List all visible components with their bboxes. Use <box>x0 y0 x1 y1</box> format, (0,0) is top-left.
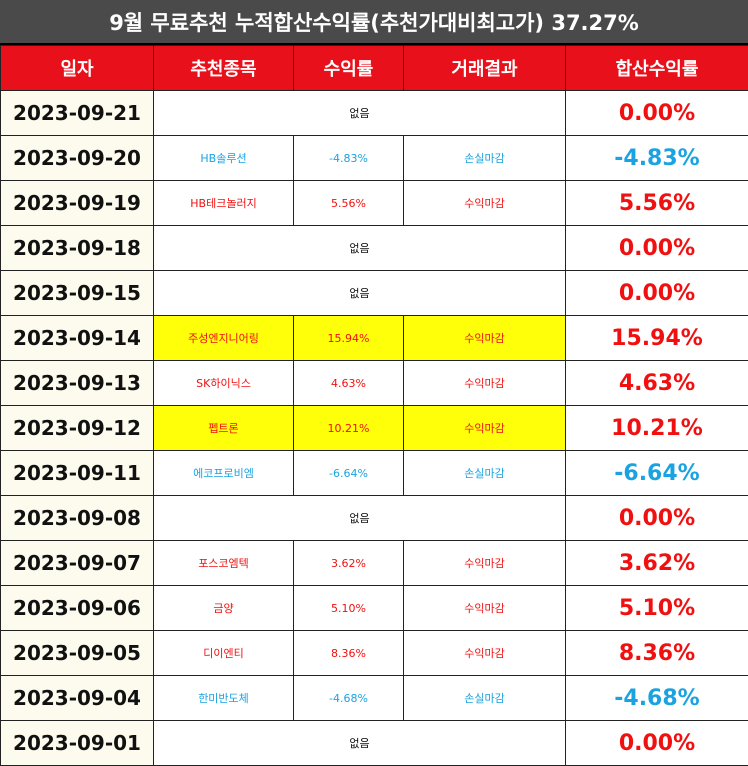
row-date: 2023-09-15 <box>0 270 154 316</box>
results-table: 일자 추천종목 수익률 거래결과 합산수익률 2023-09-21 없음 0.00%… <box>0 45 748 766</box>
row-date: 2023-09-11 <box>0 450 154 496</box>
row-total: 15.94% <box>565 315 748 361</box>
row-total: -4.68% <box>565 675 748 721</box>
row-result: 수익마감 <box>403 585 566 631</box>
table-row: 2023-09-13 SK하이닉스 4.63% 수익마감 4.63% <box>0 360 748 406</box>
header-stock: 추천종목 <box>153 45 294 91</box>
row-total: 3.62% <box>565 540 748 586</box>
row-none: 없음 <box>153 225 566 271</box>
row-result: 손실마감 <box>403 135 566 181</box>
header-date: 일자 <box>0 45 154 91</box>
row-date: 2023-09-20 <box>0 135 154 181</box>
row-total: 4.63% <box>565 360 748 406</box>
row-rate: 4.63% <box>293 360 404 406</box>
row-rate: 8.36% <box>293 630 404 676</box>
header-rate: 수익률 <box>293 45 404 91</box>
row-date: 2023-09-13 <box>0 360 154 406</box>
row-rate: -6.64% <box>293 450 404 496</box>
row-result: 수익마감 <box>403 315 566 361</box>
row-rate: 5.56% <box>293 180 404 226</box>
table-row: 2023-09-06 금양 5.10% 수익마감 5.10% <box>0 585 748 631</box>
row-stock: 펩트론 <box>153 405 294 451</box>
row-result: 수익마감 <box>403 360 566 406</box>
row-none: 없음 <box>153 720 566 766</box>
table-row: 2023-09-18 없음 0.00% <box>0 225 748 271</box>
row-total: -4.83% <box>565 135 748 181</box>
row-date: 2023-09-04 <box>0 675 154 721</box>
row-date: 2023-09-21 <box>0 90 154 136</box>
table-row: 2023-09-12 펩트론 10.21% 수익마감 10.21% <box>0 405 748 451</box>
row-rate: -4.83% <box>293 135 404 181</box>
table-row: 2023-09-21 없음 0.00% <box>0 90 748 136</box>
table-header-row: 일자 추천종목 수익률 거래결과 합산수익률 <box>0 45 748 91</box>
row-result: 수익마감 <box>403 630 566 676</box>
row-stock: HB테크놀러지 <box>153 180 294 226</box>
table-row: 2023-09-04 한미반도체 -4.68% 손실마감 -4.68% <box>0 675 748 721</box>
row-stock: 주성엔지니어링 <box>153 315 294 361</box>
row-total: 0.00% <box>565 495 748 541</box>
row-stock: 디이엔티 <box>153 630 294 676</box>
row-none: 없음 <box>153 90 566 136</box>
table-row: 2023-09-15 없음 0.00% <box>0 270 748 316</box>
row-date: 2023-09-05 <box>0 630 154 676</box>
row-rate: 5.10% <box>293 585 404 631</box>
row-total: 5.10% <box>565 585 748 631</box>
row-total: 10.21% <box>565 405 748 451</box>
row-date: 2023-09-01 <box>0 720 154 766</box>
row-result: 수익마감 <box>403 180 566 226</box>
row-date: 2023-09-14 <box>0 315 154 361</box>
table-row: 2023-09-05 디이엔티 8.36% 수익마감 8.36% <box>0 630 748 676</box>
row-total: -6.64% <box>565 450 748 496</box>
row-stock: HB솔루션 <box>153 135 294 181</box>
row-date: 2023-09-08 <box>0 495 154 541</box>
row-stock: SK하이닉스 <box>153 360 294 406</box>
row-result: 손실마감 <box>403 450 566 496</box>
row-stock: 포스코엠텍 <box>153 540 294 586</box>
row-stock: 금양 <box>153 585 294 631</box>
row-date: 2023-09-19 <box>0 180 154 226</box>
header-result: 거래결과 <box>403 45 566 91</box>
row-total: 0.00% <box>565 225 748 271</box>
table-row: 2023-09-11 에코프로비엠 -6.64% 손실마감 -6.64% <box>0 450 748 496</box>
row-total: 0.00% <box>565 270 748 316</box>
row-date: 2023-09-12 <box>0 405 154 451</box>
row-result: 수익마감 <box>403 405 566 451</box>
row-rate: 3.62% <box>293 540 404 586</box>
row-none: 없음 <box>153 495 566 541</box>
row-stock: 한미반도체 <box>153 675 294 721</box>
row-rate: -4.68% <box>293 675 404 721</box>
table-row: 2023-09-20 HB솔루션 -4.83% 손실마감 -4.83% <box>0 135 748 181</box>
table-row: 2023-09-08 없음 0.00% <box>0 495 748 541</box>
row-result: 손실마감 <box>403 675 566 721</box>
row-date: 2023-09-18 <box>0 225 154 271</box>
table-row: 2023-09-01 없음 0.00% <box>0 720 748 766</box>
row-result: 수익마감 <box>403 540 566 586</box>
row-total: 0.00% <box>565 720 748 766</box>
row-total: 5.56% <box>565 180 748 226</box>
row-date: 2023-09-07 <box>0 540 154 586</box>
row-rate: 15.94% <box>293 315 404 361</box>
table-row: 2023-09-19 HB테크놀러지 5.56% 수익마감 5.56% <box>0 180 748 226</box>
row-none: 없음 <box>153 270 566 316</box>
table-row: 2023-09-07 포스코엠텍 3.62% 수익마감 3.62% <box>0 540 748 586</box>
row-rate: 10.21% <box>293 405 404 451</box>
row-date: 2023-09-06 <box>0 585 154 631</box>
table-row: 2023-09-14 주성엔지니어링 15.94% 수익마감 15.94% <box>0 315 748 361</box>
row-stock: 에코프로비엠 <box>153 450 294 496</box>
row-total: 0.00% <box>565 90 748 136</box>
table-body: 2023-09-21 없음 0.00% 2023-09-20 HB솔루션 -4.83% 손실… <box>0 90 748 766</box>
page-title: 9월 무료추천 누적합산수익률(추천가대비최고가) 37.27% <box>0 0 748 45</box>
header-total: 합산수익률 <box>565 45 748 91</box>
row-total: 8.36% <box>565 630 748 676</box>
